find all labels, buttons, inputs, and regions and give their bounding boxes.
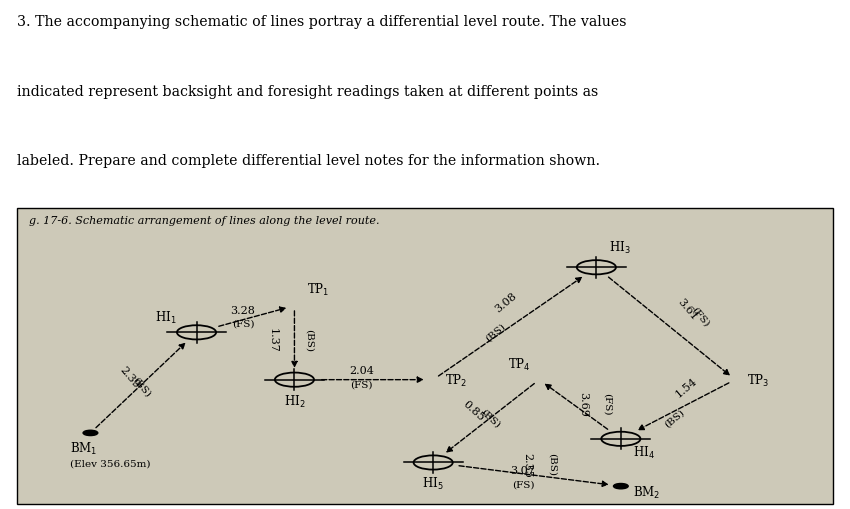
- Text: TP$_1$: TP$_1$: [307, 281, 329, 297]
- Text: 3.28: 3.28: [230, 305, 256, 315]
- Text: indicated represent backsight and foresight readings taken at different points a: indicated represent backsight and foresi…: [17, 84, 598, 98]
- Text: 3.08: 3.08: [492, 290, 518, 314]
- Text: (BS): (BS): [663, 407, 687, 429]
- Text: (BS): (BS): [479, 407, 502, 429]
- Text: (FS): (FS): [603, 392, 612, 415]
- Text: 2.39: 2.39: [118, 363, 141, 389]
- Text: 3.61: 3.61: [676, 296, 700, 322]
- Text: HI$_5$: HI$_5$: [422, 475, 444, 491]
- Circle shape: [414, 456, 453, 470]
- Text: 1.54: 1.54: [673, 376, 699, 399]
- Text: TP$_4$: TP$_4$: [508, 356, 531, 373]
- Circle shape: [275, 373, 314, 387]
- Text: labeled. Prepare and complete differential level notes for the information shown: labeled. Prepare and complete differenti…: [17, 154, 600, 168]
- Text: (BS): (BS): [131, 375, 153, 398]
- Circle shape: [601, 432, 640, 446]
- Text: g. 17-6. Schematic arrangement of lines along the level route.: g. 17-6. Schematic arrangement of lines …: [29, 216, 380, 226]
- Text: HI$_2$: HI$_2$: [284, 393, 305, 409]
- Text: 3.69: 3.69: [578, 391, 588, 416]
- Text: HI$_1$: HI$_1$: [155, 309, 176, 325]
- Circle shape: [577, 261, 616, 275]
- FancyBboxPatch shape: [17, 209, 833, 504]
- Text: TP$_2$: TP$_2$: [445, 372, 468, 388]
- Text: (FS): (FS): [690, 305, 711, 328]
- Circle shape: [83, 431, 98, 436]
- Text: (BS): (BS): [547, 453, 557, 475]
- Text: BM$_2$: BM$_2$: [633, 484, 660, 500]
- Text: HI$_3$: HI$_3$: [609, 240, 630, 256]
- Text: 1.37: 1.37: [268, 328, 278, 352]
- Text: (FS): (FS): [350, 379, 372, 388]
- Text: 0.85: 0.85: [461, 398, 486, 422]
- Text: TP$_3$: TP$_3$: [747, 372, 770, 388]
- Circle shape: [177, 326, 216, 340]
- Text: 2.04: 2.04: [348, 365, 374, 375]
- Text: 3. The accompanying schematic of lines portray a differential level route. The v: 3. The accompanying schematic of lines p…: [17, 15, 626, 29]
- Text: 3.07: 3.07: [511, 465, 536, 475]
- Text: BM$_1$: BM$_1$: [70, 440, 97, 457]
- Text: (BS): (BS): [304, 329, 314, 352]
- Text: (Elev 356.65m): (Elev 356.65m): [70, 458, 150, 467]
- Text: HI$_4$: HI$_4$: [633, 444, 654, 460]
- Text: 2.35: 2.35: [523, 451, 533, 476]
- Text: (FS): (FS): [232, 320, 254, 328]
- Circle shape: [614, 484, 628, 489]
- Text: (BS): (BS): [483, 322, 507, 343]
- Text: (FS): (FS): [512, 479, 534, 489]
